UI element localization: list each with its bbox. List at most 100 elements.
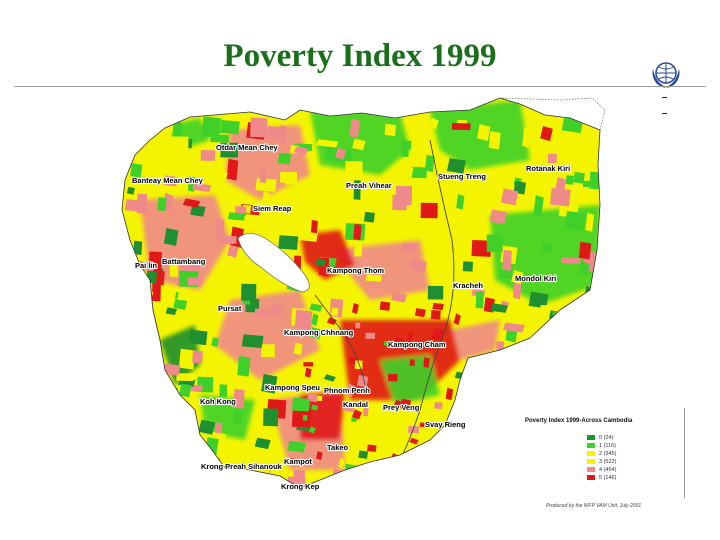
tick-mark bbox=[662, 113, 667, 114]
commune-cell bbox=[278, 235, 299, 250]
commune-cell bbox=[285, 174, 294, 186]
commune-cell bbox=[423, 357, 430, 368]
commune-cell bbox=[132, 285, 152, 301]
commune-cell bbox=[585, 212, 595, 232]
tick-mark bbox=[662, 97, 667, 98]
commune-cell bbox=[485, 360, 499, 375]
commune-cell bbox=[310, 220, 318, 234]
province-label: Krong Kep bbox=[281, 482, 320, 491]
commune-cell bbox=[395, 185, 413, 206]
commune-cell bbox=[578, 261, 590, 276]
commune-cell bbox=[310, 327, 322, 340]
commune-cell bbox=[453, 313, 461, 326]
commune-cell bbox=[391, 292, 407, 303]
commune-cell bbox=[497, 359, 518, 378]
commune-cell bbox=[322, 345, 330, 354]
commune-cell bbox=[130, 163, 143, 178]
legend-item: 0 (24) bbox=[587, 434, 613, 441]
commune-cell bbox=[500, 188, 519, 206]
map-legend: Poverty Index 1999-Across Cambodia 0 (24… bbox=[515, 408, 685, 498]
commune-cell bbox=[550, 187, 571, 207]
commune-cell bbox=[573, 305, 583, 319]
commune-cell bbox=[169, 264, 179, 277]
commune-cell bbox=[582, 180, 591, 188]
province-label: Prey Veng bbox=[383, 403, 420, 412]
poverty-map: Otdar Mean Chey Banteay Mean Chey Siem Rea… bbox=[121, 97, 606, 492]
commune-cell bbox=[471, 239, 492, 257]
commune-cell bbox=[494, 459, 511, 467]
commune-cell bbox=[129, 412, 147, 429]
commune-cell bbox=[565, 175, 574, 185]
commune-cell bbox=[434, 402, 443, 410]
commune-cell bbox=[342, 401, 356, 413]
commune-cell bbox=[227, 244, 239, 258]
commune-cell bbox=[311, 404, 318, 411]
commune-cell bbox=[330, 307, 339, 317]
commune-cell bbox=[165, 307, 177, 316]
commune-cell bbox=[490, 303, 508, 313]
commune-cell bbox=[283, 189, 298, 209]
commune-cell bbox=[227, 212, 246, 221]
commune-cell bbox=[547, 355, 555, 368]
commune-cell bbox=[135, 473, 148, 488]
commune-cell bbox=[418, 133, 427, 144]
commune-cell bbox=[379, 301, 391, 311]
commune-cell bbox=[302, 414, 308, 421]
commune-cell bbox=[589, 171, 600, 190]
province-labels: Otdar Mean Chey Banteay Mean Chey Siem Rea… bbox=[131, 142, 571, 492]
province-label: Takeo bbox=[327, 443, 349, 452]
commune-cell bbox=[309, 303, 323, 312]
commune-cell bbox=[250, 117, 268, 138]
commune-cell bbox=[511, 269, 524, 285]
legend-label: 0 (24) bbox=[599, 434, 614, 441]
commune-cell bbox=[158, 363, 181, 376]
commune-cell bbox=[499, 269, 515, 280]
mekong-river bbox=[399, 139, 455, 461]
commune-cell bbox=[409, 166, 428, 179]
commune-cell bbox=[353, 223, 362, 241]
commune-cell bbox=[173, 298, 188, 310]
commune-cell bbox=[390, 223, 401, 233]
tonle-sap-lake bbox=[237, 233, 310, 293]
legend-swatch bbox=[587, 459, 595, 464]
commune-cell bbox=[200, 150, 216, 161]
commune-cell bbox=[432, 302, 444, 311]
commune-cell bbox=[407, 331, 414, 342]
province-label: Kampong Speu bbox=[265, 383, 320, 392]
commune-cell bbox=[214, 218, 225, 238]
province-label: Mondol Kiri bbox=[515, 274, 556, 283]
commune-cell bbox=[291, 397, 311, 412]
province-label: Koh Kong bbox=[200, 397, 236, 406]
commune-cell bbox=[560, 257, 581, 265]
province-label: Kampong Cham bbox=[388, 340, 446, 349]
commune-cell bbox=[482, 409, 500, 418]
province-label: Preah Vihear bbox=[346, 181, 392, 190]
commune-cell bbox=[429, 117, 439, 130]
commune-cell bbox=[340, 172, 356, 185]
commune-cell bbox=[409, 359, 415, 366]
commune-cell bbox=[311, 313, 319, 327]
commune-cell bbox=[456, 400, 468, 412]
commune-cell bbox=[241, 283, 257, 301]
commune-cell bbox=[479, 457, 492, 476]
slide-title: Poverty Index 1999 bbox=[223, 38, 497, 74]
commune-cell bbox=[261, 480, 280, 488]
commune-cell bbox=[354, 240, 363, 257]
commune-cell bbox=[136, 298, 151, 315]
commune-cell bbox=[129, 400, 145, 421]
commune-cell bbox=[401, 242, 418, 252]
province-label: Otdar Mean Chey bbox=[216, 143, 279, 152]
commune-cell bbox=[414, 259, 427, 273]
commune-cell bbox=[254, 437, 271, 450]
commune-cell bbox=[462, 261, 473, 272]
province-label: Kracheh bbox=[453, 281, 483, 290]
commune-cell bbox=[286, 457, 295, 466]
commune-cell bbox=[556, 150, 566, 169]
commune-cell bbox=[578, 241, 592, 260]
commune-cell bbox=[136, 193, 148, 214]
commune-cell bbox=[292, 469, 306, 487]
commune-cell bbox=[420, 202, 438, 219]
province-label: Battambang bbox=[162, 257, 206, 266]
commune-cell bbox=[237, 355, 251, 377]
commune-cell bbox=[308, 426, 316, 434]
